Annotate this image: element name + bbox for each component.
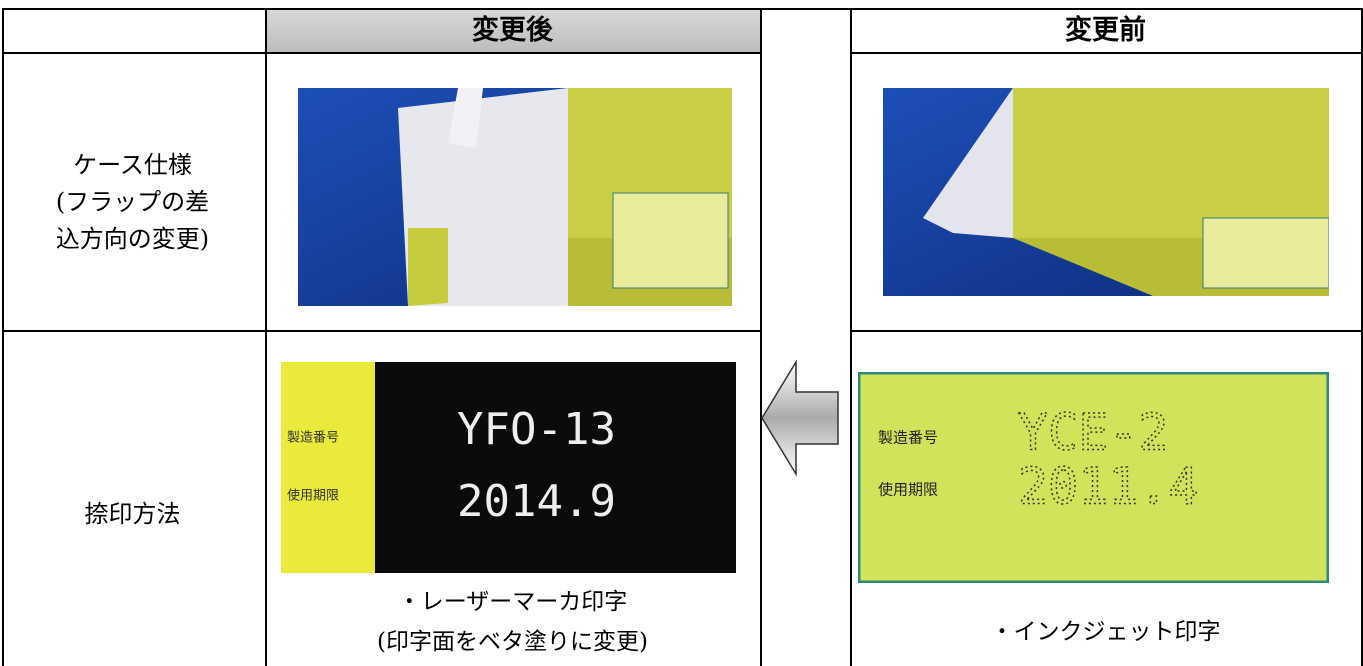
- rule: [760, 8, 762, 666]
- rule: [850, 8, 852, 666]
- rule: [265, 8, 267, 666]
- rule: [2, 8, 1362, 10]
- rule: [850, 330, 1362, 332]
- caption: (印字面をベタ塗りに変更): [377, 629, 648, 655]
- code: 2014.9: [457, 476, 616, 527]
- field: 製造番号: [878, 429, 938, 447]
- stamp-photo-after: 製造番号 使用期限 YFO-13 2014.9: [281, 362, 736, 573]
- code: 2011.4: [1018, 458, 1199, 516]
- field: 使用期限: [287, 488, 339, 504]
- case-photo-before: [883, 88, 1329, 296]
- rule: [1361, 8, 1363, 666]
- header: 変更後: [472, 15, 553, 46]
- caption: ・インクジェット印字: [990, 619, 1221, 645]
- row-label: 捺印方法: [84, 500, 181, 528]
- rule: [2, 52, 760, 54]
- code: YCE-2: [1018, 404, 1169, 462]
- stamp-photo-before: 製造番号 使用期限 YCE-2 2011.4: [858, 372, 1329, 583]
- header-shade: [267, 10, 760, 52]
- row-label: 込方向の変更): [55, 225, 210, 253]
- field: 製造番号: [287, 431, 339, 446]
- case-photo-after: [298, 88, 732, 306]
- rule: [2, 330, 760, 332]
- arrow: [761, 360, 839, 477]
- row-label: ケース仕様: [73, 151, 192, 179]
- field: 使用期限: [878, 481, 938, 499]
- rule: [850, 52, 1362, 54]
- code: YFO-13: [457, 404, 616, 455]
- caption: ・レーザーマーカ印字: [397, 589, 628, 615]
- header: 変更前: [1065, 15, 1146, 46]
- row-label: (フラップの差: [55, 188, 210, 216]
- rule: [2, 8, 4, 666]
